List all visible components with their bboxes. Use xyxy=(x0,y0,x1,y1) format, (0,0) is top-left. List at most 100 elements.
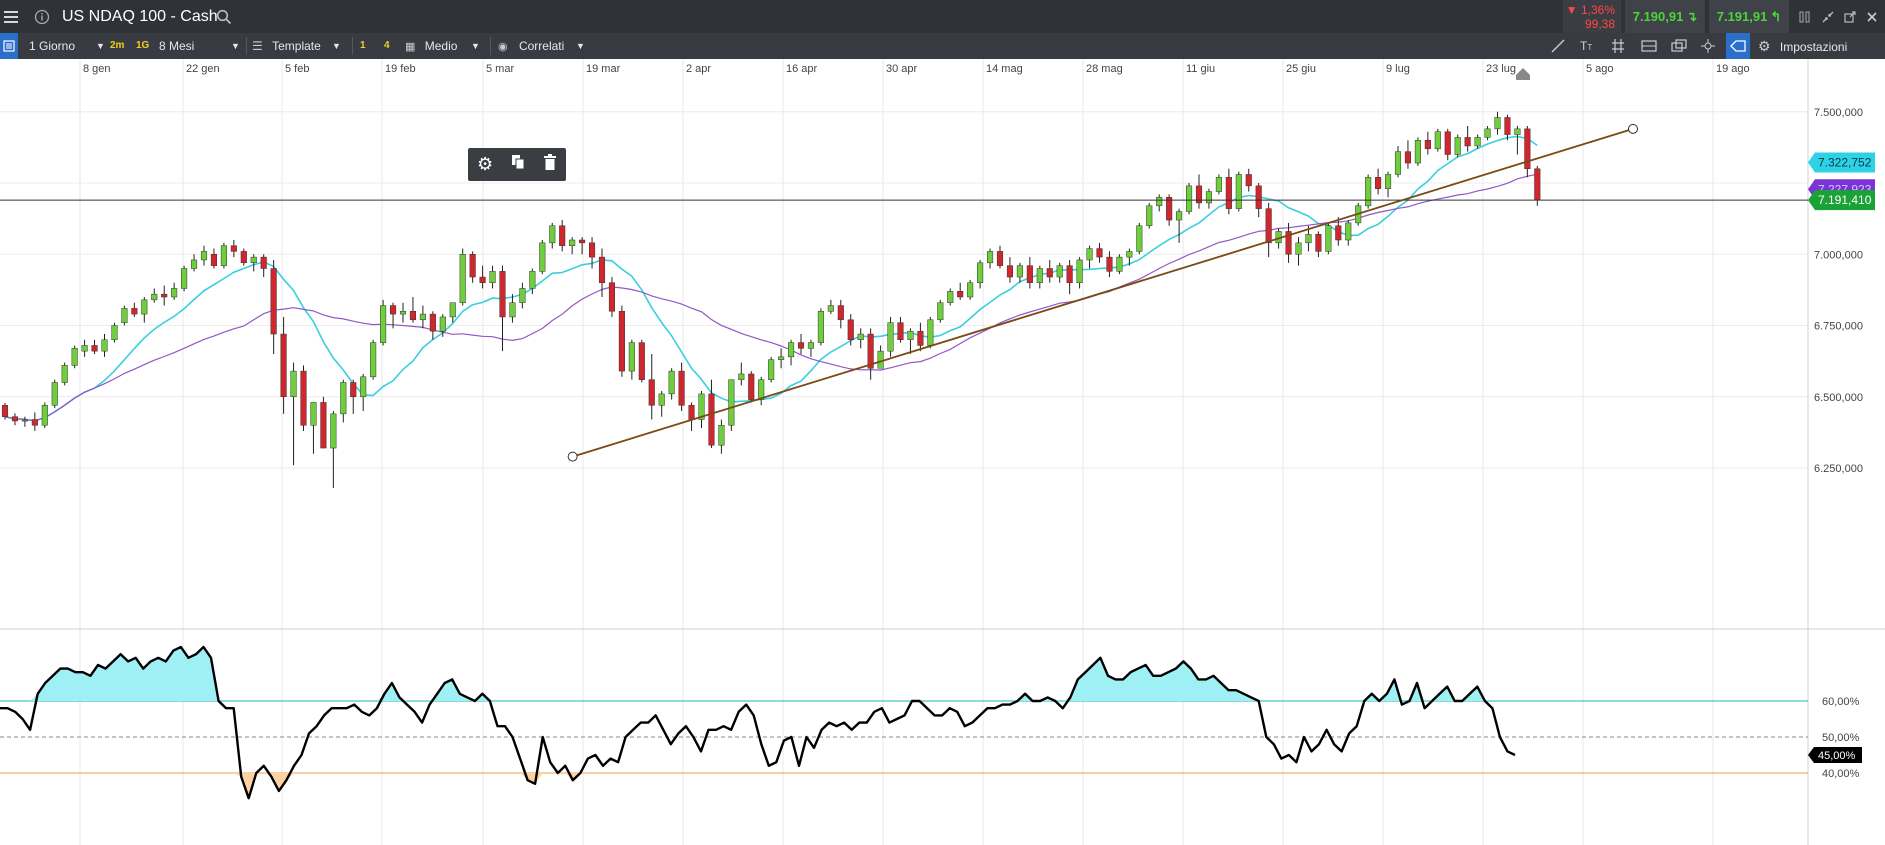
crosshair-icon[interactable] xyxy=(1700,33,1720,59)
candle xyxy=(1186,183,1193,215)
candle xyxy=(698,391,705,429)
period-select[interactable]: 1 Giorno ▼ xyxy=(22,33,106,59)
price-tick-label: 7.000,000 xyxy=(1814,249,1863,261)
candle-body xyxy=(917,330,924,346)
moving-averages xyxy=(4,135,1538,422)
candle xyxy=(857,328,864,349)
candle-body xyxy=(1365,177,1372,207)
buy-button[interactable]: 7.191,91 ↰ xyxy=(1709,0,1789,33)
chart-toolbar: 1 Giorno ▼ 2m 1G 8 Mesi ▼ ☰ Template ▼ 1… xyxy=(0,33,1885,59)
text-tool-icon[interactable]: TT xyxy=(1580,39,1593,53)
popout-icon[interactable] xyxy=(1840,0,1860,33)
timeframe-2m[interactable]: 2m xyxy=(110,40,125,51)
candle-body xyxy=(1404,151,1412,164)
candle-body xyxy=(300,370,307,426)
candle-body xyxy=(957,291,964,298)
size-icon: ▦ xyxy=(405,41,416,53)
candle-body xyxy=(937,302,944,321)
slot-1[interactable]: 1 xyxy=(360,40,366,51)
candle xyxy=(21,416,28,427)
instrument-title[interactable]: US NDAQ 100 - Cash xyxy=(62,8,218,25)
candle xyxy=(947,288,954,306)
candle-body xyxy=(21,419,28,422)
candle-body xyxy=(817,311,824,343)
candle-body xyxy=(181,268,188,289)
candle-body xyxy=(1136,225,1143,252)
search-icon[interactable] xyxy=(213,0,235,33)
candle xyxy=(1464,126,1471,152)
chart-grid xyxy=(0,59,1885,845)
candle-body xyxy=(1106,256,1113,272)
candle xyxy=(1215,174,1222,195)
range-select[interactable]: 8 Mesi ▼ xyxy=(155,33,245,59)
candle-body xyxy=(1186,185,1193,212)
date-label: 28 mag xyxy=(1086,63,1123,75)
candle-body xyxy=(778,356,785,360)
candle xyxy=(598,248,606,297)
price-chart[interactable]: 8 gen 22 gen 5 feb 19 feb 5 mar 19 mar 2 apr 16… xyxy=(0,59,1885,845)
candle xyxy=(1295,237,1302,266)
candle xyxy=(549,222,556,249)
candle xyxy=(330,411,337,488)
candle xyxy=(181,265,188,292)
candle xyxy=(51,379,58,409)
candle xyxy=(628,339,635,380)
candle-body xyxy=(171,288,178,298)
chevron-down-icon: ▼ xyxy=(471,41,480,51)
size-select[interactable]: ▦ Medio ▼ xyxy=(405,33,485,59)
copy-icon[interactable] xyxy=(511,154,525,175)
candle-body xyxy=(1315,234,1322,252)
shrink-icon[interactable] xyxy=(1818,0,1838,33)
candle xyxy=(260,254,267,278)
menu-icon[interactable] xyxy=(0,0,22,33)
rsi-level-label: 40,00% xyxy=(1822,768,1860,780)
candle-body xyxy=(459,254,466,303)
timeframe-1g[interactable]: 1G xyxy=(136,40,150,51)
candle xyxy=(957,282,964,300)
candle xyxy=(579,237,586,255)
chart-list-icon[interactable] xyxy=(0,33,18,59)
candle-body xyxy=(151,293,158,301)
draw-line-icon[interactable] xyxy=(1550,33,1570,59)
candle xyxy=(1404,140,1412,169)
candle-body xyxy=(668,370,675,395)
candle-body xyxy=(1474,137,1481,147)
gear-icon[interactable]: ⚙ xyxy=(476,154,494,174)
candle xyxy=(1116,254,1123,275)
candle-body xyxy=(61,365,68,383)
candle-body xyxy=(977,262,984,284)
candle-body xyxy=(509,302,516,318)
buy-price: 7.191,91 xyxy=(1716,9,1768,24)
date-label: 22 gen xyxy=(186,63,220,75)
candle-body xyxy=(1036,268,1043,283)
slot-4[interactable]: 4 xyxy=(384,40,390,51)
layout-icon[interactable] xyxy=(1640,33,1660,59)
candle xyxy=(1,403,9,420)
candle-body xyxy=(1126,251,1133,258)
candle xyxy=(1006,257,1014,283)
candle-body xyxy=(967,282,974,298)
template-select[interactable]: ☰ Template ▼ xyxy=(252,33,344,59)
grid-icon[interactable] xyxy=(1610,33,1630,59)
info-icon[interactable] xyxy=(30,0,54,33)
candle-body xyxy=(1016,265,1023,278)
tag-icon[interactable] xyxy=(1726,33,1750,59)
candle-body xyxy=(907,330,914,341)
settings-button[interactable]: ⚙ Impostazioni xyxy=(1758,33,1878,59)
candle-body xyxy=(489,271,496,284)
candle xyxy=(1434,128,1441,152)
ma-slow-line xyxy=(4,173,1538,422)
trash-icon[interactable] xyxy=(543,154,557,175)
candle xyxy=(469,251,476,283)
candle-body xyxy=(1524,128,1531,169)
sell-button[interactable]: 7.190,91 ↴ xyxy=(1625,0,1705,33)
candle xyxy=(1096,242,1103,263)
windows-icon[interactable] xyxy=(1670,33,1690,59)
candle xyxy=(1454,134,1461,158)
candle xyxy=(1026,257,1033,289)
close-icon[interactable] xyxy=(1862,0,1882,33)
detach-icon[interactable] xyxy=(1795,0,1815,33)
candle-body xyxy=(807,342,815,349)
related-select[interactable]: ◉ Correlati ▼ xyxy=(498,33,588,59)
candle xyxy=(191,254,198,272)
